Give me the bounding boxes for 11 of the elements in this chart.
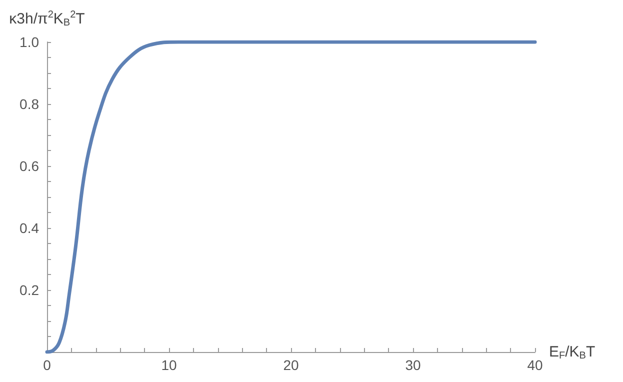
y-tick-label: 0.2 — [20, 282, 40, 298]
line-series — [45, 40, 537, 354]
x-tick-label: 40 — [527, 357, 543, 373]
y-tick-label: 1.0 — [20, 34, 40, 50]
y-tick-label: 0.4 — [20, 220, 40, 236]
x-tick-label: 20 — [283, 357, 299, 373]
y-tick-label: 0.6 — [20, 158, 40, 174]
x-tick-label: 0 — [43, 357, 52, 373]
x-tick-label: 30 — [405, 357, 421, 373]
x-tick-label: 10 — [161, 357, 177, 373]
y-tick-label: 0.8 — [20, 96, 40, 112]
